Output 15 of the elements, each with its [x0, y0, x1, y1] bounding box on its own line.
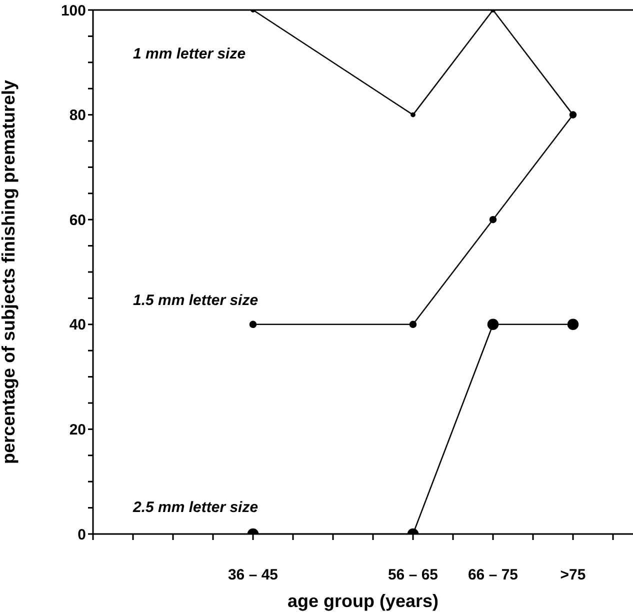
y-tick-label: 20	[69, 422, 86, 439]
y-tick-label: 0	[78, 526, 86, 544]
x-tick-label: 66 – 75	[468, 566, 518, 584]
x-tick-label: 56 – 65	[388, 566, 438, 584]
y-tick-label: 100	[60, 2, 86, 20]
text: 1 mm letter size	[133, 46, 246, 63]
series-label: 1.5 mm letter size	[133, 292, 258, 309]
y-axis-title: percentage of subjects finishing prematurely	[0, 80, 18, 464]
x-axis-title: age group (years)	[287, 591, 439, 611]
y-tick-label: 40	[69, 316, 86, 334]
y-tick-label: 60	[69, 212, 86, 229]
x-tick-label: 36 – 45	[228, 566, 278, 584]
x-tick-label: >75	[560, 566, 586, 584]
y-tick-label: 80	[69, 107, 86, 124]
series-label: 2.5 mm letter size	[132, 498, 258, 516]
